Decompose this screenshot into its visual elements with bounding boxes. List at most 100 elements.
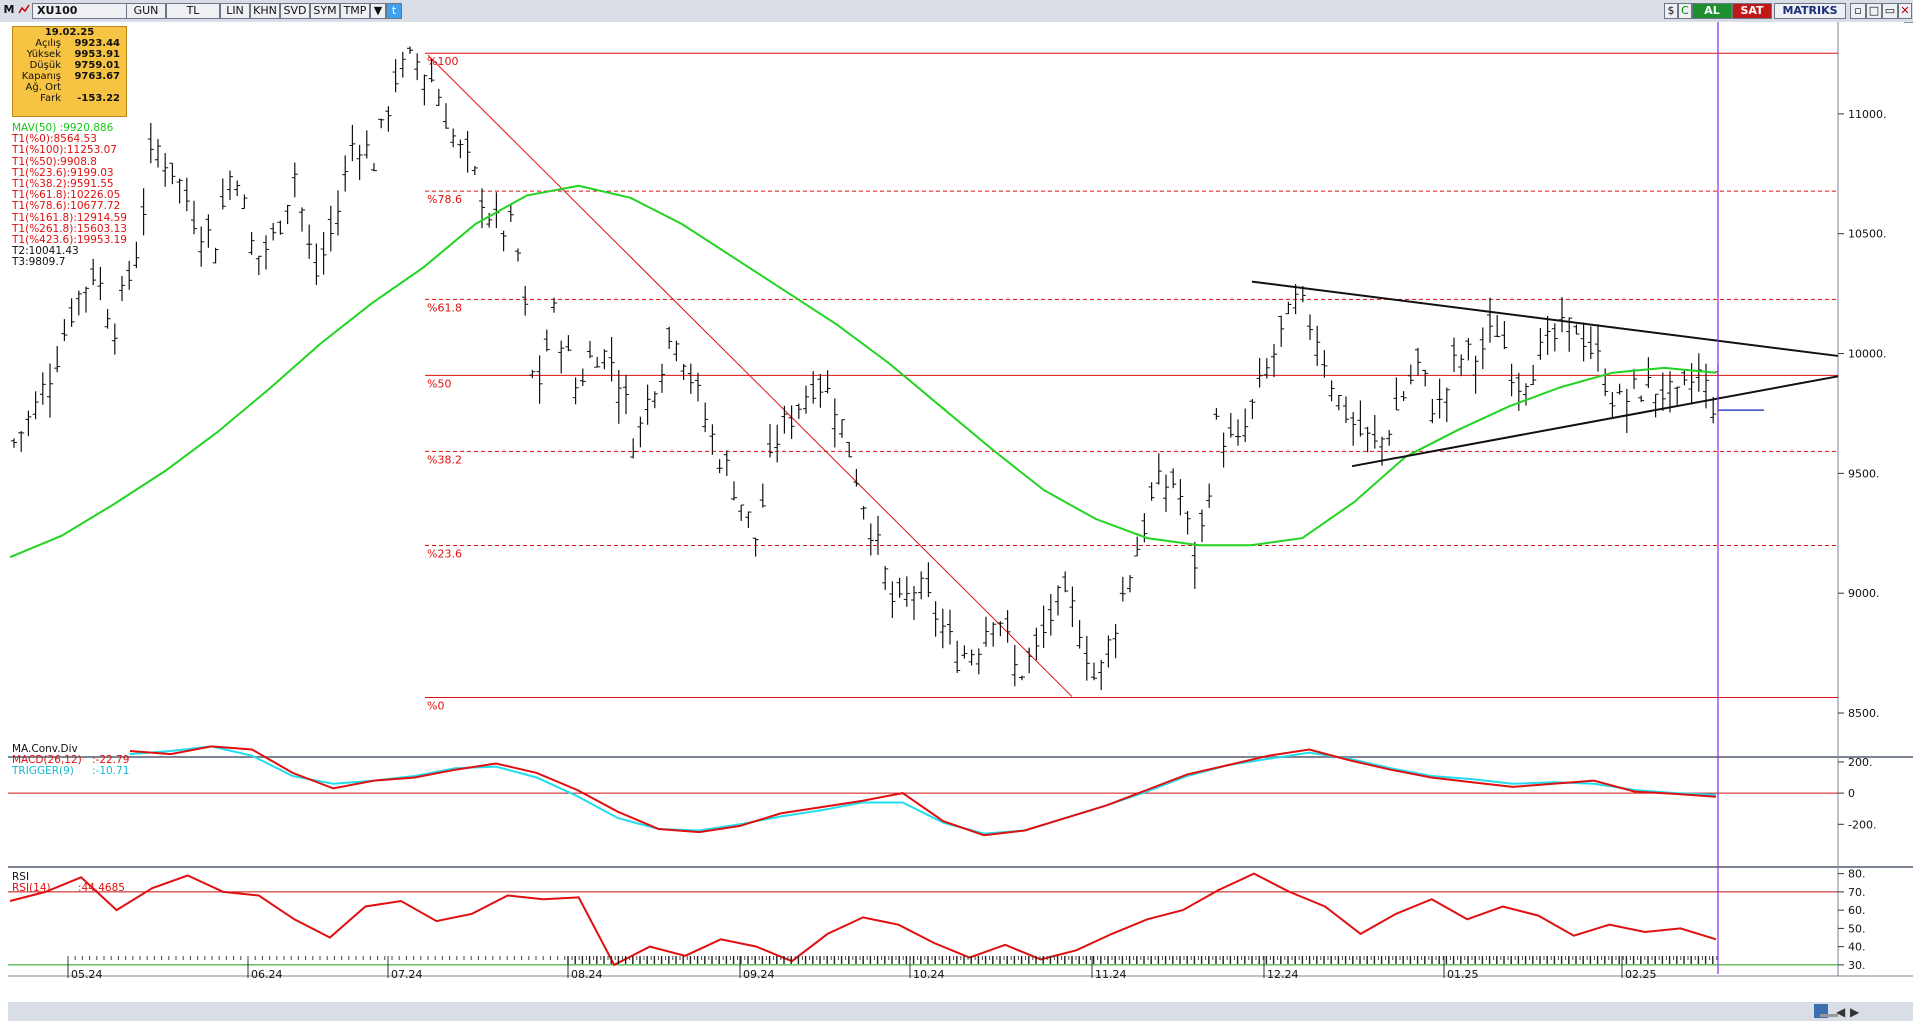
ohlc-bar <box>680 363 687 380</box>
tmp-button[interactable]: TMP <box>340 3 370 19</box>
ohlc-bar <box>1580 322 1587 362</box>
ohlc-bar <box>810 371 817 404</box>
chart-type-icon[interactable] <box>18 3 30 17</box>
ohlc-bar <box>1451 337 1457 373</box>
close-icon[interactable]: ✕ <box>1898 3 1912 19</box>
time-tick-label: 01.25 <box>1447 968 1479 981</box>
ohlc-bar <box>795 403 802 419</box>
legend-entry: T1(%78.6):10677.72 <box>12 200 121 213</box>
ohlc-bar <box>1220 432 1227 468</box>
legend-entry: MAV(50) :9920.886 <box>12 122 114 134</box>
ohlc-bar <box>1040 605 1047 649</box>
period-button[interactable]: GUN <box>126 3 166 19</box>
ohlc-bar <box>284 204 291 225</box>
currency-button[interactable]: TL <box>166 3 220 19</box>
ohlc-bar <box>954 640 961 673</box>
ohlc-bar <box>723 450 730 476</box>
ohlc-bar <box>1242 408 1249 443</box>
ohlc-bar <box>939 608 946 649</box>
ohlc-bar <box>1659 372 1666 411</box>
ohlc-bar <box>212 247 219 264</box>
ohlc-bar <box>1537 327 1544 360</box>
sell-button[interactable]: SAT <box>1732 3 1772 19</box>
legend-entry: T1(%23.6):9199.03 <box>12 166 114 179</box>
ohlc-bar <box>1206 483 1213 508</box>
dropdown-arrow-icon[interactable]: ▼ <box>370 3 386 19</box>
symbol-field[interactable]: XU100 <box>32 3 130 19</box>
ohlc-bar <box>1530 364 1537 386</box>
ohlc-bar <box>911 586 917 620</box>
buy-button[interactable]: AL <box>1692 3 1732 19</box>
ohlc-bar <box>421 74 428 106</box>
svd-button[interactable]: SVD <box>280 3 310 19</box>
ohlc-bar <box>219 178 226 210</box>
ohlc-bar <box>1112 624 1119 659</box>
ohlc-bar <box>176 178 183 204</box>
ohlc-bar <box>1256 357 1263 388</box>
ohlc-bar <box>111 323 118 355</box>
ohlc-bar <box>1249 399 1256 420</box>
ohlc-bar <box>759 483 766 508</box>
ohlc-bars <box>11 46 1721 691</box>
refresh-icon[interactable]: C <box>1678 3 1692 19</box>
scroll-left-icon[interactable]: ◀ <box>1836 1005 1846 1019</box>
ohlc-bar <box>738 504 745 521</box>
ohlc-bar <box>1069 586 1076 627</box>
info-row: Ağ. Ort <box>13 82 126 93</box>
maximize-icon[interactable]: □ <box>1866 3 1882 19</box>
ohlc-bar <box>572 377 579 405</box>
ohlc-bar <box>39 372 46 405</box>
ohlc-bar <box>1155 453 1162 485</box>
trigger-line <box>129 745 1717 835</box>
lower-trendline <box>1351 375 1839 468</box>
ohlc-bar <box>1515 372 1522 411</box>
ohlc-bar <box>731 481 737 501</box>
ohlc-bar <box>1343 396 1349 424</box>
ohlc-bar <box>75 290 82 316</box>
info-value <box>67 82 126 93</box>
rsi-line <box>9 872 1717 967</box>
sym-button[interactable]: SYM <box>310 3 340 19</box>
ohlc-bar <box>1314 325 1321 366</box>
ohlc-bar <box>335 190 341 236</box>
ohlc-bar <box>997 621 1004 637</box>
info-label: Açılış <box>35 38 61 49</box>
scroll-right-icon[interactable]: ▶ <box>1850 1005 1860 1019</box>
app-m-label[interactable]: M <box>3 3 15 16</box>
chart-canvas[interactable]: %100 %78.6 %61.8 %50 %38.2 %23.6 %0 11000. 1050… <box>0 22 1913 1021</box>
ohlc-bar <box>255 255 262 276</box>
ohlc-bar <box>1501 321 1508 350</box>
ohlc-bar <box>1465 338 1472 361</box>
ohlc-bar <box>961 645 968 659</box>
ohlc-bar <box>875 515 881 555</box>
fib-level-label: %38.2 <box>427 453 462 466</box>
twitter-icon[interactable]: t <box>386 3 402 19</box>
ohlc-bar <box>140 188 147 236</box>
ohlc-bar <box>1033 627 1040 661</box>
khn-button[interactable]: KHN <box>250 3 280 19</box>
ohlc-bar <box>1199 509 1205 543</box>
restore-icon[interactable]: ▭ <box>1882 3 1898 19</box>
ohlc-bar <box>1602 368 1609 397</box>
ohlc-bar <box>191 200 197 235</box>
horizontal-scrollbar[interactable] <box>1820 1014 1838 1017</box>
ohlc-bar <box>227 170 233 201</box>
currency-icon[interactable]: $ <box>1664 3 1678 19</box>
ohlc-bar <box>205 214 212 248</box>
rsi-tick-label: 70. <box>1848 886 1866 899</box>
trigger-value: :-10.71 <box>92 765 129 777</box>
price-tick-label: 10000. <box>1848 348 1887 361</box>
minimize-icon[interactable]: ▫ <box>1850 3 1866 19</box>
ohlc-bar <box>126 260 133 290</box>
triangle-trendlines[interactable] <box>1251 280 1839 468</box>
ohlc-bar <box>1573 324 1580 335</box>
ohlc-bar <box>1127 575 1133 593</box>
ohlc-bar <box>1328 380 1335 402</box>
linear-scale-button[interactable]: LIN <box>220 3 250 19</box>
time-tick-label: 05.24 <box>71 968 103 981</box>
ohlc-bar <box>1710 396 1717 424</box>
ohlc-bar <box>889 581 896 619</box>
info-row: Açılış 9923.44 <box>13 38 126 49</box>
ohlc-bar <box>241 194 248 210</box>
ohlc-bar <box>1371 414 1378 449</box>
